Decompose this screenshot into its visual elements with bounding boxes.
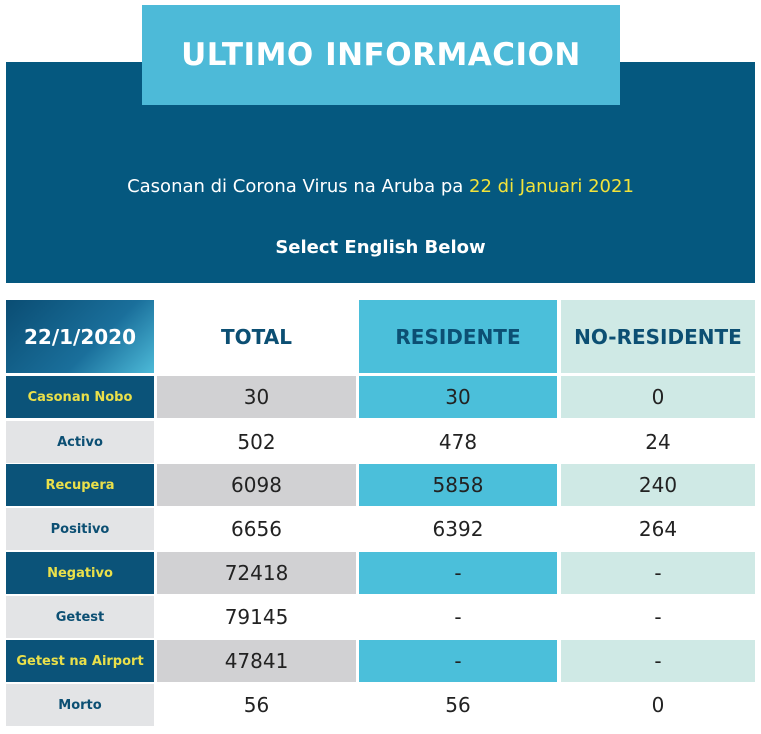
- total-value: 72418: [157, 552, 356, 594]
- column-header-total: TOTAL: [157, 300, 356, 373]
- no-residente-value: 240: [561, 464, 755, 506]
- total-value: 502: [157, 421, 356, 463]
- english-link[interactable]: Select English Below: [275, 237, 486, 258]
- residente-value: -: [359, 596, 557, 638]
- no-residente-value: -: [561, 552, 755, 594]
- row-label: Negativo: [6, 552, 154, 594]
- total-value: 47841: [157, 640, 356, 682]
- row-label: Positivo: [6, 508, 154, 550]
- row-label: Getest: [6, 596, 154, 638]
- residente-value: 6392: [359, 508, 557, 550]
- subtitle: Casonan di Corona Virus na Aruba pa 22 d…: [6, 176, 755, 197]
- row-label: Recupera: [6, 464, 154, 506]
- no-residente-value: -: [561, 596, 755, 638]
- row-label: Getest na Airport: [6, 640, 154, 682]
- total-value: 56: [157, 684, 356, 726]
- residente-value: -: [359, 640, 557, 682]
- column-header-no-residente: NO-RESIDENTE: [561, 300, 755, 373]
- no-residente-value: 24: [561, 421, 755, 463]
- row-label: Activo: [6, 421, 154, 463]
- subtitle-date: 22 di Januari 2021: [469, 176, 634, 197]
- total-value: 6656: [157, 508, 356, 550]
- no-residente-value: 0: [561, 376, 755, 418]
- total-value: 6098: [157, 464, 356, 506]
- residente-value: 30: [359, 376, 557, 418]
- residente-value: -: [359, 552, 557, 594]
- subtitle-text: Casonan di Corona Virus na Aruba pa: [127, 176, 470, 197]
- residente-value: 5858: [359, 464, 557, 506]
- column-header-residente: RESIDENTE: [359, 300, 557, 373]
- row-label: Casonan Nobo: [6, 376, 154, 418]
- total-value: 79145: [157, 596, 356, 638]
- table-date-header: 22/1/2020: [6, 300, 154, 373]
- page-title: ULTIMO INFORMACION: [142, 5, 620, 105]
- no-residente-value: -: [561, 640, 755, 682]
- total-value: 30: [157, 376, 356, 418]
- no-residente-value: 0: [561, 684, 755, 726]
- row-label: Morto: [6, 684, 154, 726]
- residente-value: 56: [359, 684, 557, 726]
- residente-value: 478: [359, 421, 557, 463]
- no-residente-value: 264: [561, 508, 755, 550]
